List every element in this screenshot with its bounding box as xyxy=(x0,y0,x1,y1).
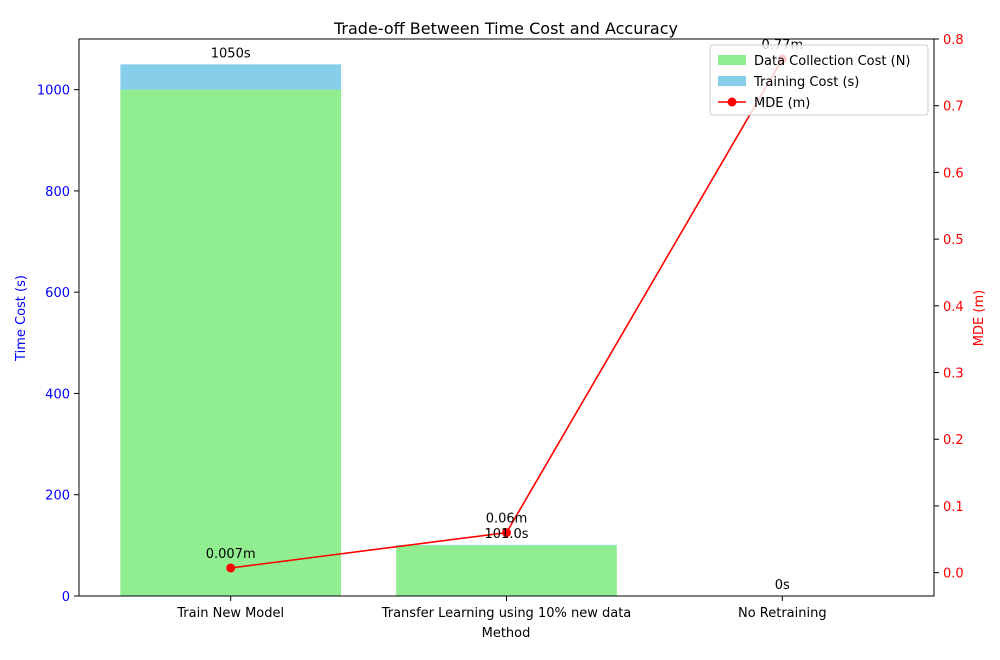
right-tick-label-6: 0.6 xyxy=(943,166,964,181)
mde-label-0: 0.007m xyxy=(206,547,256,562)
mde-point-0 xyxy=(226,563,236,573)
left-tick-label-1: 200 xyxy=(45,489,70,504)
right-axis-label: MDE (m) xyxy=(972,290,987,346)
right-tick-label-1: 0.1 xyxy=(943,500,964,515)
right-tick-label-8: 0.8 xyxy=(943,33,964,48)
legend-marker xyxy=(727,97,737,107)
bar-training-0 xyxy=(120,64,342,90)
legend-swatch-1 xyxy=(718,76,746,86)
mde-point-1 xyxy=(502,528,511,538)
bar-data-collection-1 xyxy=(396,545,617,596)
left-axis-label: Time Cost (s) xyxy=(14,275,29,362)
right-axis: 0.0 0.1 0.2 0.3 0.4 0.5 0.6 0.7 0.8 xyxy=(934,33,964,582)
x-axis: Train New Model Transfer Learning using 1… xyxy=(176,596,827,621)
bar-total-label-0: 1050s xyxy=(211,46,251,61)
bar-total-label-1: 101.0s xyxy=(485,527,529,542)
right-tick-label-7: 0.7 xyxy=(943,100,964,115)
x-tick-label-0: Train New Model xyxy=(176,606,284,621)
right-tick-label-0: 0.0 xyxy=(943,567,964,582)
left-tick-label-3: 600 xyxy=(45,286,70,301)
right-tick-label-5: 0.5 xyxy=(943,233,964,248)
x-tick-label-2: No Retraining xyxy=(738,606,827,621)
legend-box xyxy=(709,44,929,116)
left-tick-label-4: 800 xyxy=(45,185,70,200)
bar-training-1 xyxy=(396,544,617,546)
bar-total-label-2: 0s xyxy=(775,578,790,593)
x-tick-label-1: Transfer Learning using 10% new data xyxy=(381,606,632,621)
right-tick-label-3: 0.3 xyxy=(943,367,964,382)
x-axis-label: Method xyxy=(482,626,531,641)
legend-label-1: Training Cost (s) xyxy=(753,75,859,90)
bar-data-collection-0 xyxy=(120,89,342,597)
bars-group xyxy=(120,64,617,597)
legend-swatch-0 xyxy=(718,55,746,65)
right-tick-label-2: 0.2 xyxy=(943,433,964,448)
legend-label-2: MDE (m) xyxy=(754,96,810,111)
legend-label-0: Data Collection Cost (N) xyxy=(754,54,911,69)
left-tick-label-0: 0 xyxy=(62,590,70,605)
left-tick-label-2: 400 xyxy=(45,387,70,402)
legend: Data Collection Cost (N) Training Cost (s… xyxy=(709,44,929,116)
left-axis: 0 200 400 600 800 1000 xyxy=(37,84,79,605)
mde-label-1: 0.06m xyxy=(486,512,528,527)
right-tick-label-4: 0.4 xyxy=(943,300,964,315)
chart-title: Trade-off Between Time Cost and Accuracy xyxy=(333,19,678,38)
left-tick-label-5: 1000 xyxy=(37,84,70,99)
